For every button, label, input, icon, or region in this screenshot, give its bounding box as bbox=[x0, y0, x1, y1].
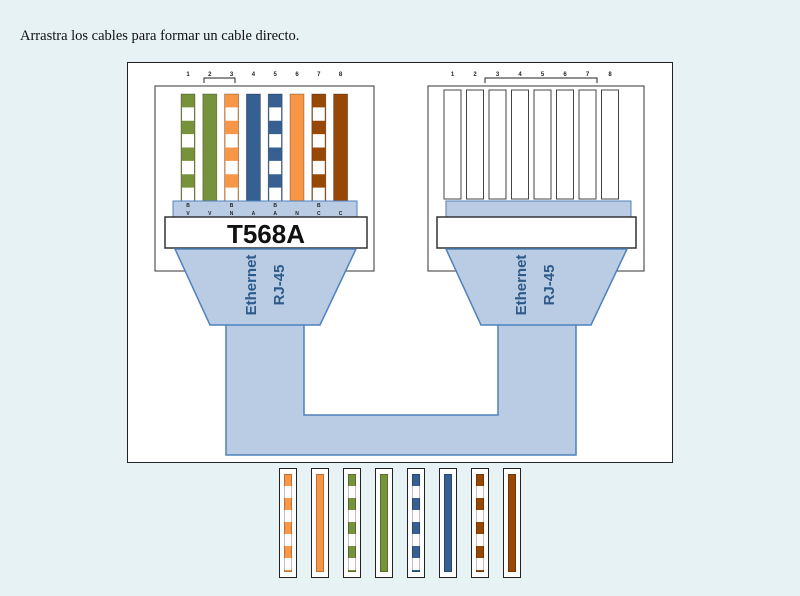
left-pin-letter: B bbox=[186, 203, 190, 209]
draggable-wire-blue-white[interactable] bbox=[407, 468, 425, 578]
left-boot-label-ethernet: Ethernet bbox=[243, 255, 260, 316]
right-boot-label-rj45: RJ-45 bbox=[541, 265, 558, 306]
left-pin-letter: A bbox=[252, 211, 256, 217]
left-pin-letter: C bbox=[339, 211, 343, 217]
draggable-wire-green-white[interactable] bbox=[343, 468, 361, 578]
draggable-wire-orange[interactable] bbox=[311, 468, 329, 578]
left-plug-wire bbox=[224, 93, 239, 202]
right-boot-label-ethernet: Ethernet bbox=[513, 255, 530, 316]
wire-strand bbox=[380, 474, 388, 572]
wire-strand bbox=[284, 474, 292, 572]
left-pin-number: 6 bbox=[295, 72, 299, 78]
left-pin-letter: A bbox=[273, 211, 277, 217]
right-plug-numbers-bracket bbox=[484, 77, 598, 83]
left-pin-number: 2 bbox=[208, 72, 212, 78]
wire-drop-slot[interactable] bbox=[443, 89, 462, 200]
wire-drop-slot[interactable] bbox=[556, 89, 574, 200]
left-plug-wire bbox=[180, 93, 196, 202]
draggable-wire-blue[interactable] bbox=[439, 468, 457, 578]
right-pin-number: 2 bbox=[473, 72, 477, 78]
instruction-text: Arrastra los cables para formar un cable… bbox=[20, 28, 300, 44]
left-plug-wire bbox=[246, 93, 261, 202]
left-plug-wire bbox=[333, 93, 349, 202]
left-pin-letter: N bbox=[295, 211, 299, 217]
right-pin-number: 4 bbox=[518, 72, 522, 78]
left-plug-wire bbox=[289, 93, 305, 202]
left-pin-letter: N bbox=[230, 211, 234, 217]
left-pin-number: 8 bbox=[339, 72, 343, 78]
wire-drop-slot[interactable] bbox=[488, 89, 507, 200]
wire-strand bbox=[476, 474, 484, 572]
wire-strand bbox=[508, 474, 516, 572]
cable-body bbox=[225, 322, 577, 456]
left-plug-boot bbox=[173, 248, 358, 326]
wire-drop-slot[interactable] bbox=[578, 89, 597, 200]
wire-strand bbox=[444, 474, 452, 572]
left-boot-label-rj45: RJ-45 bbox=[271, 265, 288, 306]
left-plug-label-band bbox=[164, 216, 368, 249]
left-pin-letter: V bbox=[186, 211, 190, 217]
left-pin-number: 3 bbox=[230, 72, 234, 78]
wire-strand bbox=[316, 474, 324, 572]
wire-drop-slot[interactable] bbox=[533, 89, 552, 200]
left-pin-number: 4 bbox=[252, 72, 256, 78]
left-plug-pin-strip bbox=[172, 200, 358, 219]
right-pin-number: 6 bbox=[563, 72, 567, 78]
wire-drop-slot[interactable] bbox=[466, 89, 484, 200]
left-plug-numbers-bracket bbox=[203, 77, 236, 83]
left-pin-number: 7 bbox=[317, 72, 321, 78]
right-plug: 1 2 3 4 5 6 7 8 Ethernet RJ-45 bbox=[427, 72, 645, 326]
left-pin-number: 1 bbox=[186, 72, 190, 78]
left-plug-wire bbox=[267, 93, 283, 202]
wire-tray bbox=[278, 468, 528, 580]
wire-drop-slot[interactable] bbox=[601, 89, 619, 200]
draggable-wire-orange-white[interactable] bbox=[279, 468, 297, 578]
left-pin-letter: C bbox=[317, 211, 321, 217]
left-plug-wire bbox=[202, 93, 218, 202]
draggable-wire-brown[interactable] bbox=[503, 468, 521, 578]
draggable-wire-brown-white[interactable] bbox=[471, 468, 489, 578]
right-plug-boot bbox=[444, 248, 629, 326]
wire-drop-slot[interactable] bbox=[511, 89, 529, 200]
right-pin-number: 7 bbox=[586, 72, 590, 78]
right-pin-number: 3 bbox=[496, 72, 500, 78]
left-pin-letter: B bbox=[317, 203, 321, 209]
left-pin-letter: V bbox=[208, 211, 212, 217]
wire-strand bbox=[348, 474, 356, 572]
right-pin-number: 5 bbox=[541, 72, 545, 78]
left-plug-wire bbox=[311, 93, 327, 202]
right-pin-number: 1 bbox=[451, 72, 455, 78]
left-pin-letter: B bbox=[230, 203, 234, 209]
standard-label: T568A bbox=[227, 219, 305, 249]
left-pin-number: 5 bbox=[274, 72, 278, 78]
right-pin-number: 8 bbox=[608, 72, 612, 78]
wire-strand bbox=[412, 474, 420, 572]
left-pin-letter: B bbox=[273, 203, 277, 209]
right-plug-label-band bbox=[436, 216, 637, 249]
draggable-wire-green[interactable] bbox=[375, 468, 393, 578]
